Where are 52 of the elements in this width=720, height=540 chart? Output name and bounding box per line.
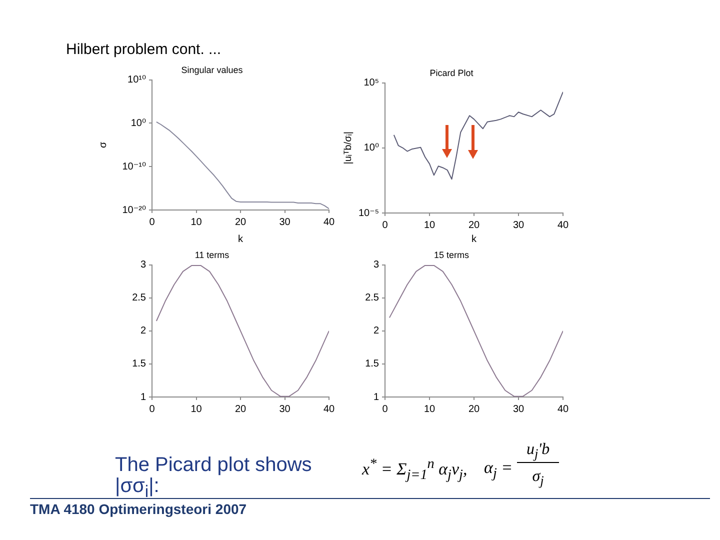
y-tick-label: 1 xyxy=(373,392,380,403)
x-tick-label: 30 xyxy=(279,404,291,415)
x-tick-label: 20 xyxy=(234,216,246,228)
x-tick-label: 20 xyxy=(468,404,480,415)
y-tick-label: 2 xyxy=(373,326,380,337)
x-tick-label: 10 xyxy=(190,216,202,228)
chart-title: 15 terms xyxy=(434,250,470,260)
y-tick-label: 10⁻⁵ xyxy=(358,208,379,219)
y-tick-label: 3 xyxy=(373,260,380,271)
chart-title: Picard Plot xyxy=(430,68,474,78)
y-tick-label: 10⁰ xyxy=(364,142,379,154)
y-tick-label: 10⁻²⁰ xyxy=(122,204,146,216)
y-axis-title: σ xyxy=(98,140,109,148)
x-axis-title: k xyxy=(472,234,478,245)
x-tick-label: 0 xyxy=(382,404,388,415)
text: The Picard plot shows |σσ$_{i}$|: xyxy=(115,454,313,502)
chart-title: 11 terms xyxy=(194,250,230,260)
x-tick-label: 10 xyxy=(424,220,436,231)
x-tick-label: 30 xyxy=(512,404,524,415)
x-tick-label: 10 xyxy=(424,404,436,415)
y-tick-label: 3 xyxy=(140,260,146,271)
y-tick-label: 2.5 xyxy=(365,292,380,304)
y-tick-label: 10¹⁰ xyxy=(128,74,146,86)
x-tick-label: 0 xyxy=(149,216,156,228)
x-tick-label: 40 xyxy=(323,404,335,415)
y-tick-label: 1 xyxy=(140,392,146,403)
text: σ$_{j}$ xyxy=(531,468,545,490)
y-tick-label: 1.5 xyxy=(132,358,146,370)
chart-title: Singular values xyxy=(181,64,244,75)
x-tick-label: 40 xyxy=(557,404,569,415)
y-tick-label: 2 xyxy=(140,326,146,337)
x-tick-label: 30 xyxy=(279,216,291,228)
y-tick-label: 10⁰ xyxy=(130,118,146,129)
x-tick-label: 10 xyxy=(190,404,202,415)
y-tick-label: 10⁻¹⁰ xyxy=(122,161,146,172)
x-tick-label: 0 xyxy=(149,404,156,415)
x-tick-label: 20 xyxy=(234,404,246,415)
x-tick-label: 40 xyxy=(557,220,569,231)
x-tick-label: 0 xyxy=(382,220,388,231)
x-axis-title: k xyxy=(238,234,244,245)
text: TMA 4180 Optimeringsteori 2007 xyxy=(30,501,247,517)
text: α$_{j}$ = xyxy=(484,458,513,482)
x-tick-label: 30 xyxy=(512,220,524,231)
y-tick-label: 2.5 xyxy=(132,292,146,304)
y-axis-title: |uᵢᵀb/σᵢ| xyxy=(342,132,354,164)
y-tick-label: 1.5 xyxy=(365,358,380,370)
text: u$_{j}$'b xyxy=(517,441,559,464)
text: Hilbert problem cont. ... xyxy=(66,41,222,58)
text: x$^{*}$ = Σ$_{j=1}$$^{n}$ α$_{j}$v$_{j}$, xyxy=(362,456,468,484)
x-tick-label: 40 xyxy=(323,216,335,228)
y-tick-label: 10⁵ xyxy=(364,78,379,89)
x-tick-label: 20 xyxy=(468,220,480,231)
